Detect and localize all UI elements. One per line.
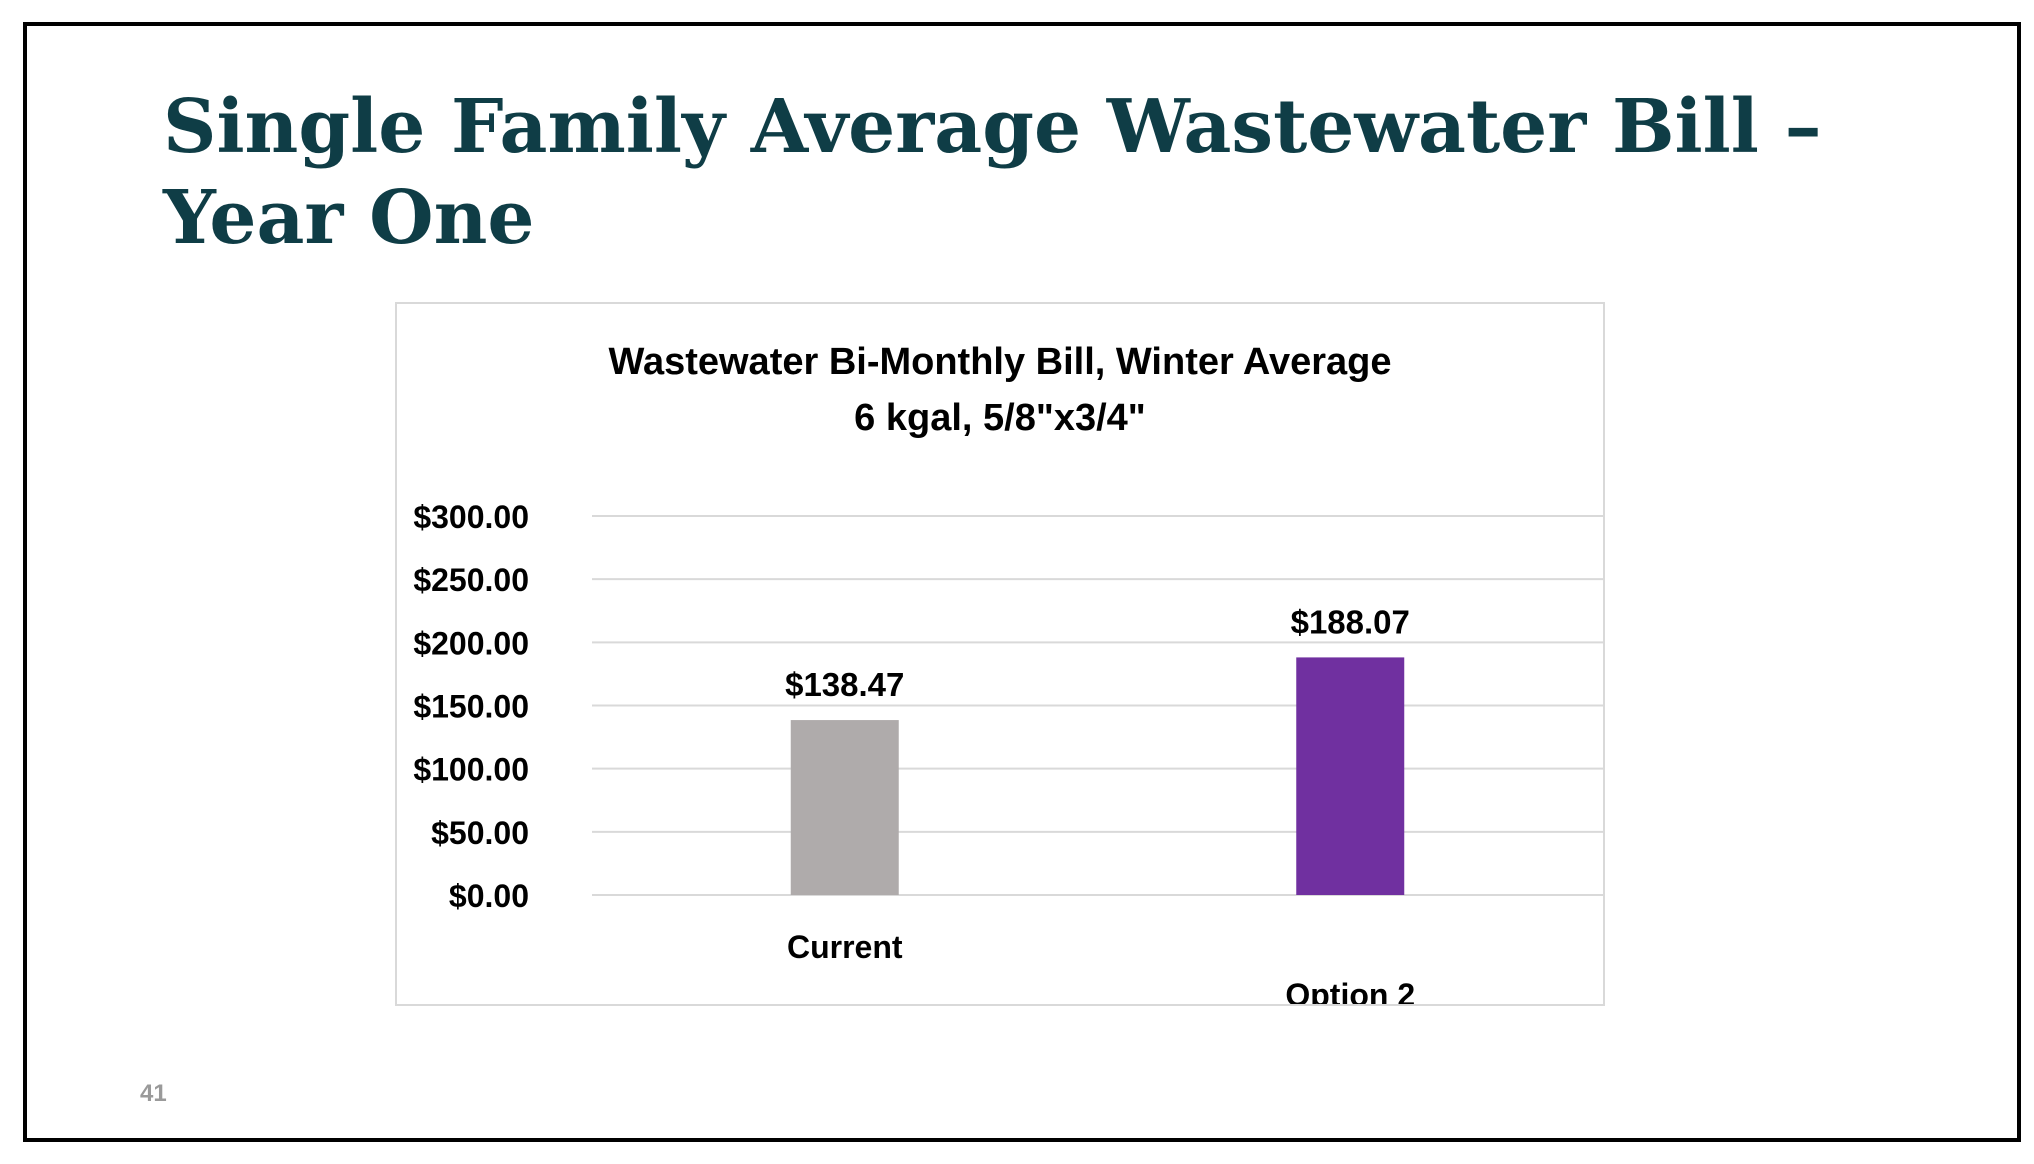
slide-title-line-2: Year One bbox=[163, 175, 535, 261]
y-tick-label: $200.00 bbox=[413, 625, 529, 661]
bar-option-2 bbox=[1296, 657, 1405, 895]
y-tick-label: $250.00 bbox=[413, 562, 529, 598]
slide-title-line-1: Single Family Average Wastewater Bill – bbox=[163, 84, 1822, 170]
x-category-label: Option 2 bbox=[1285, 977, 1415, 1004]
page-number: 41 bbox=[140, 1080, 167, 1107]
bar-chart: $0.00 $50.00 $100.00 $150.00 $200.00 $250.00 $… bbox=[413, 499, 1603, 1004]
y-tick-label: $0.00 bbox=[449, 878, 529, 914]
chart-title: Wastewater Bi-Monthly Bill, Winter Avera… bbox=[608, 341, 1392, 383]
y-tick-label: $100.00 bbox=[413, 752, 529, 788]
bar-current bbox=[790, 720, 899, 895]
chart-subtitle: 6 kgal, 5/8"x3/4" bbox=[854, 397, 1146, 439]
data-label: $138.47 bbox=[785, 666, 904, 703]
x-category-label: Current bbox=[787, 929, 903, 965]
data-label: $188.07 bbox=[1291, 603, 1410, 640]
y-tick-label: $300.00 bbox=[413, 499, 529, 535]
chart-title-block: Wastewater Bi-Monthly Bill, Winter Avera… bbox=[397, 334, 1603, 446]
slide-title: Single Family Average Wastewater Bill – … bbox=[163, 82, 1863, 264]
y-tick-label: $50.00 bbox=[431, 815, 529, 851]
y-tick-label: $150.00 bbox=[413, 689, 529, 725]
chart-container: Wastewater Bi-Monthly Bill, Winter Avera… bbox=[395, 302, 1605, 1006]
